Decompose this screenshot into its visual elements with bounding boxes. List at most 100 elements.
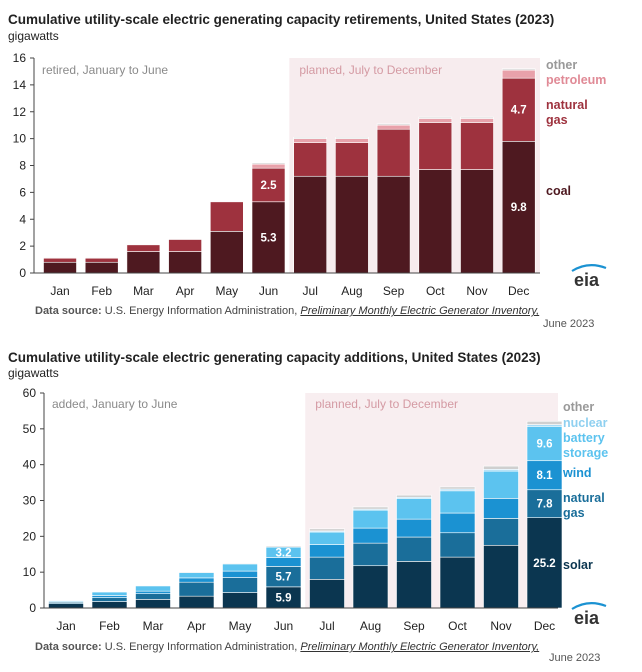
bar-segment-other-nov (483, 465, 519, 470)
bar-segment-coal-oct (418, 169, 453, 274)
legend-natural: natural (563, 491, 605, 505)
bar-segment-natural-gas-apr (168, 239, 202, 252)
additions-chart: added, January to June planned, July to D… (23, 386, 609, 633)
data-label-coal-jun: 5.3 (261, 232, 277, 244)
bar-segment-other-mar (135, 585, 171, 587)
x-tick-label-jun: Jun (274, 619, 293, 633)
logo-text: eia (574, 270, 600, 290)
bar-segment-solar-aug (352, 565, 389, 609)
bar-segment-other-may (222, 562, 258, 565)
data-source: Data source: U.S. Energy Information Adm… (35, 641, 539, 653)
x-tick-label-apr: Apr (176, 284, 195, 298)
y-tick-label: 10 (13, 132, 27, 146)
chart-title: Cumulative utility-scale electric genera… (8, 12, 555, 27)
bar-segment-petroleum-nov (460, 118, 494, 123)
bar-segment-coal-aug (335, 175, 369, 274)
bar-segment-solar-mar (135, 599, 171, 609)
x-tick-label-jul: Jul (319, 619, 334, 633)
bar-segment-solar-oct (439, 556, 476, 609)
bar-segment-natural-gas-may (210, 201, 244, 232)
bar-segment-battery-storage-aug (352, 509, 389, 529)
chart-title: Cumulative utility-scale electric genera… (8, 350, 541, 365)
source-date: June 2023 (549, 652, 601, 664)
legend-gas: gas (546, 113, 568, 127)
bar-segment-petroleum-dec (501, 69, 536, 79)
x-tick-label-apr: Apr (187, 619, 206, 633)
x-tick-label-mar: Mar (143, 619, 164, 633)
x-tick-label-feb: Feb (99, 619, 120, 633)
bar-segment-other-aug (335, 136, 369, 139)
legend-wind: wind (562, 466, 591, 480)
additions-chart-panel: added, January to June planned, July to D… (0, 346, 642, 672)
y-tick-label: 6 (19, 185, 26, 199)
bar-segment-other-jan (48, 599, 84, 601)
legend-storage: storage (563, 446, 608, 460)
bar-segment-battery-storage-mar (135, 585, 171, 592)
bar-segment-battery-storage-feb (91, 591, 128, 596)
bar-segment-natural-gas-feb (91, 597, 128, 602)
bar-segment-natural-gas-mar (135, 593, 171, 600)
y-tick-label: 20 (23, 529, 37, 543)
legend-nuclear: nuclear (563, 416, 608, 430)
x-tick-label-oct: Oct (426, 284, 445, 298)
bar-segment-coal-jan (43, 261, 77, 274)
bar-segment-coal-nov (460, 169, 494, 274)
y-tick-label: 0 (19, 266, 26, 280)
y-axis-unit: gigawatts (8, 366, 59, 380)
bar-segment-other-feb (84, 257, 119, 259)
bar-segment-solar-feb (91, 601, 128, 609)
y-tick-label: 0 (29, 601, 36, 615)
data-source: Data source: U.S. Energy Information Adm… (35, 305, 539, 317)
legend-other: other (563, 400, 594, 414)
y-tick-label: 30 (23, 494, 37, 508)
y-tick-label: 60 (23, 386, 37, 400)
bar-segment-petroleum-jul (293, 138, 328, 143)
bar-segment-other-jan (43, 257, 77, 259)
bar-segment-natural-gas-dec (526, 489, 563, 519)
retirements-chart-panel: retired, January to June planned, July to… (8, 12, 606, 330)
bar-segment-wind-feb (91, 595, 128, 598)
source-date: June 2023 (543, 318, 595, 330)
period-label-actual: retired, January to June (42, 63, 168, 77)
source-agency: U.S. Energy Information Administration, (104, 641, 298, 653)
bar-segment-other-dec (501, 68, 536, 71)
bar-segment-coal-may (210, 231, 244, 274)
data-label-natural-gas-jun: 2.5 (261, 180, 278, 192)
bar-segment-solar-nov (483, 544, 519, 609)
bar-segment-battery-storage-jul (309, 531, 345, 545)
bar-segment-natural-gas-jan (43, 257, 77, 263)
bar-segment-solar-jan (48, 603, 84, 609)
bar-segment-other-aug (352, 506, 389, 510)
bar-segment-solar-may (222, 592, 258, 609)
legend-natural: natural (546, 98, 588, 112)
legend-solar: solar (563, 558, 593, 572)
y-tick-label: 14 (13, 78, 27, 92)
x-tick-label-jun: Jun (259, 284, 278, 298)
x-tick-label-jan: Jan (50, 284, 69, 298)
bar-segment-battery-storage-oct (439, 490, 476, 514)
bar-segment-other-jun (265, 545, 302, 548)
y-tick-label: 40 (23, 458, 37, 472)
bar-segment-wind-may (222, 570, 258, 578)
bar-segment-solar-sep (396, 561, 432, 609)
period-label-planned: planned, July to December (315, 397, 458, 411)
x-tick-label-aug: Aug (360, 619, 381, 633)
source-reference[interactable]: Preliminary Monthly Electric Generator I… (300, 641, 540, 653)
data-label-coal-dec: 9.8 (511, 202, 528, 214)
bar-segment-other-oct (439, 486, 476, 490)
data-label-natural-gas-dec: 7.8 (537, 499, 554, 511)
data-label-battery-storage-dec: 9.6 (537, 439, 553, 451)
bar-segment-wind-aug (352, 527, 389, 544)
x-tick-label-sep: Sep (383, 284, 405, 298)
x-tick-label-nov: Nov (466, 284, 487, 298)
bar-segment-petroleum-oct (418, 118, 453, 123)
bar-segment-wind-dec (526, 460, 563, 491)
data-label-battery-storage-jun: 3.2 (276, 547, 292, 559)
bar-segment-wind-oct (439, 512, 476, 534)
bar-segment-other-sep (396, 494, 432, 498)
legend-gas: gas (563, 506, 585, 520)
source-reference[interactable]: Preliminary Monthly Electric Generator I… (300, 305, 540, 317)
bar-segment-natural-gas-aug (335, 142, 369, 177)
bar-segment-other-apr (168, 238, 202, 240)
eia-logo-mark: eia (571, 602, 607, 628)
